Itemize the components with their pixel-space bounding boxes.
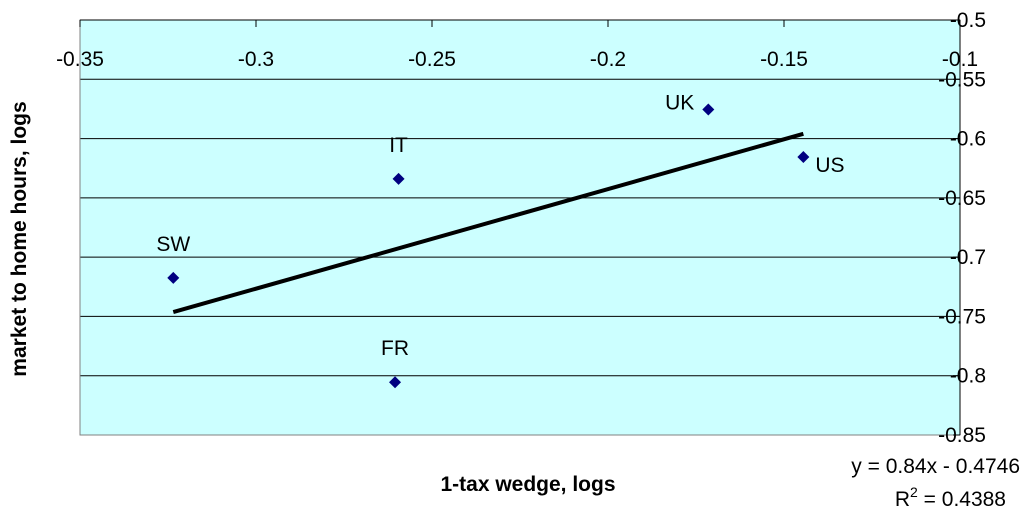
data-points — [167, 103, 810, 389]
point-label: FR — [381, 337, 409, 360]
r-squared-label: R2 = 0.4388 — [895, 484, 1006, 509]
y-tick-label: -0.75 — [938, 305, 986, 328]
x-tick-label: -0.15 — [760, 48, 808, 71]
point-label: IT — [389, 134, 408, 157]
x-tick-label: -0.2 — [590, 48, 626, 71]
data-point — [702, 103, 715, 116]
x-axis-title: 1-tax wedge, logs — [440, 473, 615, 496]
y-axis-ticks: -0.5 -0.55 -0.6 -0.65 -0.7 -0.75 -0.8 -0.85 — [938, 9, 986, 447]
x-tick-label: -0.3 — [238, 48, 274, 71]
trendline-equation: y = 0.84x - 0.4746 — [851, 455, 1020, 478]
point-label: SW — [156, 233, 190, 256]
plot-area — [80, 20, 960, 435]
data-point — [392, 172, 405, 185]
point-labels: SW FR IT UK US — [156, 92, 844, 361]
trendline — [172, 131, 804, 315]
data-point — [797, 150, 810, 163]
y-tick-label: -0.85 — [938, 424, 986, 447]
y-tick-label: -0.6 — [950, 128, 986, 151]
y-tick-label: -0.7 — [950, 246, 986, 269]
data-point — [389, 376, 402, 389]
y-tick-label: -0.5 — [950, 9, 986, 32]
point-label: UK — [665, 92, 694, 115]
data-point — [167, 271, 180, 284]
point-label: US — [815, 154, 844, 177]
y-tick-label: -0.55 — [938, 68, 986, 91]
grid-lines — [80, 78, 960, 377]
y-tick-label: -0.8 — [950, 365, 986, 388]
y-axis-title: market to home hours, logs — [8, 101, 31, 376]
x-tick-label: -0.35 — [56, 48, 104, 71]
r-squared-symbol: R — [895, 488, 910, 509]
r-squared-superscript: 2 — [910, 484, 918, 500]
y-tick-label: -0.65 — [938, 187, 986, 210]
x-tick-label: -0.25 — [408, 48, 456, 71]
r-squared-value: = 0.4388 — [918, 488, 1006, 509]
